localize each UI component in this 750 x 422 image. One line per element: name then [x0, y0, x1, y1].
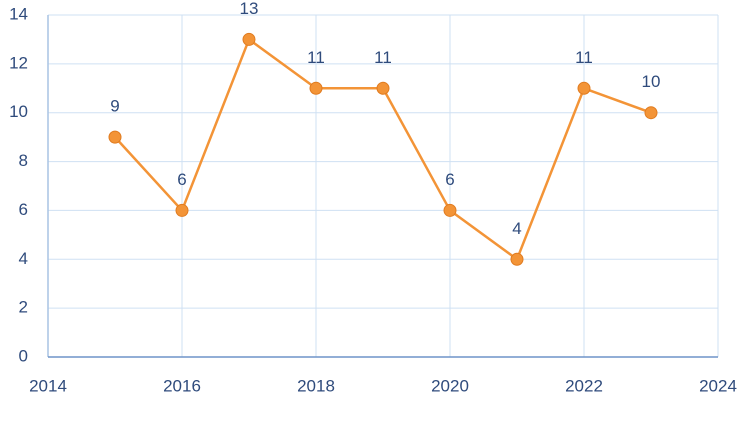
data-label: 6 — [445, 170, 454, 189]
data-label: 6 — [177, 170, 186, 189]
marker — [577, 81, 591, 95]
marker — [309, 81, 323, 95]
y-tick-label: 14 — [9, 4, 28, 23]
y-tick-label: 4 — [19, 249, 28, 268]
y-tick-label: 8 — [19, 151, 28, 170]
y-tick-label: 0 — [19, 346, 28, 365]
data-label: 9 — [110, 97, 119, 116]
y-tick-label: 2 — [19, 298, 28, 317]
x-tick-label: 2018 — [297, 376, 335, 395]
marker — [108, 130, 122, 144]
x-tick-label: 2020 — [431, 376, 469, 395]
data-label: 10 — [642, 72, 661, 91]
x-tick-label: 2024 — [699, 376, 737, 395]
x-tick-label: 2022 — [565, 376, 603, 395]
x-tick-label: 2014 — [29, 376, 67, 395]
marker — [443, 203, 457, 217]
data-label: 11 — [575, 48, 593, 67]
marker — [510, 252, 524, 266]
data-label: 13 — [240, 0, 259, 18]
marker — [644, 106, 658, 120]
y-tick-label: 6 — [19, 200, 28, 219]
x-tick-label: 2016 — [163, 376, 201, 395]
line — [114, 37, 652, 262]
y-tick-label: 10 — [9, 102, 28, 121]
marker — [242, 32, 256, 46]
y-tick-label: 12 — [9, 53, 28, 72]
data-label: 11 — [374, 48, 392, 67]
data-label: 4 — [512, 219, 521, 238]
data-label: 11 — [307, 48, 325, 67]
marker — [175, 203, 189, 217]
marker — [376, 81, 390, 95]
